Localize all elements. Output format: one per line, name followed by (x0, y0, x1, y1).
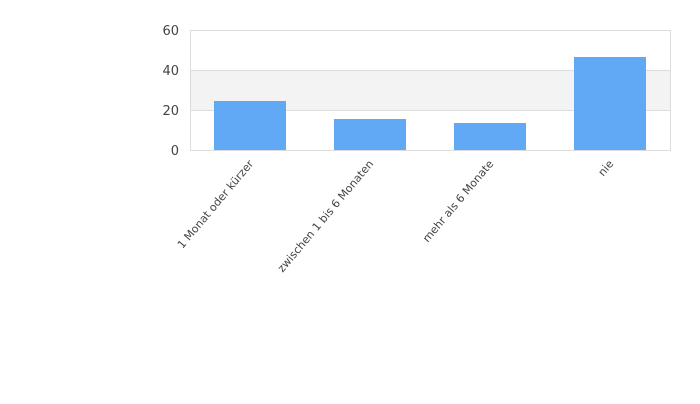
x-tick-label: 1 Monat oder kürzer (175, 157, 257, 251)
bar (334, 119, 406, 150)
y-tick-label: 20 (162, 104, 179, 119)
y-tick-label: 40 (162, 64, 179, 79)
bar (574, 57, 646, 150)
bar (454, 123, 526, 150)
x-tick-label: nie (596, 157, 617, 178)
plot-border (190, 30, 671, 151)
x-tick-label: mehr als 6 Monate (420, 157, 496, 244)
bar (214, 101, 286, 150)
x-tick-label: zwischen 1 bis 6 Monaten (275, 158, 376, 275)
y-tick-label: 0 (171, 144, 179, 159)
y-tick-label: 60 (162, 24, 179, 39)
